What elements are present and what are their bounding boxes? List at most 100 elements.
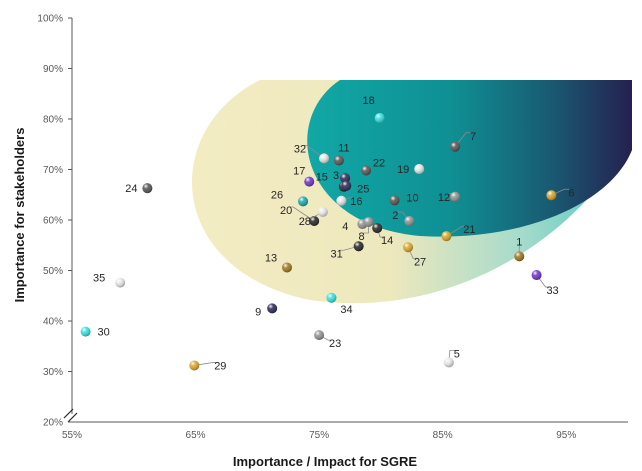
point-shine (267, 303, 278, 314)
y-tick-label: 30% (43, 367, 63, 378)
point-label: 14 (381, 235, 393, 247)
data-point-28: 28 (299, 206, 328, 228)
data-point-19: 19 (397, 163, 425, 176)
data-point-1: 1 (514, 236, 525, 262)
point-shine (317, 206, 328, 217)
data-point-10: 10 (389, 192, 419, 206)
point-shine (546, 190, 557, 201)
point-label: 29 (214, 360, 226, 372)
data-point-31: 31 (331, 241, 364, 260)
point-label: 22 (373, 158, 385, 170)
x-tick-label: 75% (309, 430, 329, 441)
point-label: 19 (397, 164, 409, 176)
x-axis-title: Importance / Impact for SGRE (233, 454, 418, 469)
x-tick-label: 55% (62, 430, 82, 441)
leader-line (446, 225, 468, 237)
point-shine (363, 217, 374, 228)
point-label: 17 (293, 166, 305, 178)
data-point-34: 34 (326, 292, 353, 316)
point-shine (353, 241, 364, 252)
point-label: 26 (271, 189, 283, 201)
point-shine (314, 330, 325, 341)
point-label: 23 (329, 338, 341, 350)
point-label: 30 (97, 327, 109, 339)
point-shine (361, 165, 372, 176)
y-tick-label: 50% (43, 266, 63, 277)
point-label: 12 (438, 192, 450, 204)
point-label: 2 (392, 210, 398, 222)
data-point-21: 21 (441, 224, 475, 242)
data-point-30: 30 (80, 326, 110, 339)
data-point-5: 5 (443, 348, 460, 368)
x-tick-label: 65% (186, 430, 206, 441)
data-point-7: 7 (450, 131, 476, 152)
point-label: 4 (342, 221, 348, 233)
y-tick-labels: 20% 30% 40% 50% 60% 70% 80% 90% 100% (37, 14, 72, 429)
data-point-18: 18 (363, 95, 385, 123)
point-label: 24 (125, 183, 137, 195)
point-shine (404, 216, 415, 227)
data-point-25: 25 (341, 180, 369, 196)
point-shine (189, 360, 200, 371)
point-label: 25 (357, 184, 369, 196)
y-tick-label: 90% (43, 64, 63, 75)
point-label: 11 (338, 142, 349, 154)
y-axis-title: Importance for stakeholders (12, 128, 27, 303)
point-label: 13 (265, 252, 277, 264)
point-shine (340, 173, 351, 184)
point-shine (450, 141, 461, 152)
data-point-16: 16 (336, 195, 362, 208)
point-shine (374, 112, 385, 123)
point-shine (341, 180, 352, 191)
point-shine (319, 153, 330, 164)
point-label: 7 (470, 131, 476, 143)
point-label: 27 (414, 256, 426, 268)
point-shine (450, 191, 461, 202)
point-label: 8 (358, 231, 364, 243)
data-point-23: 23 (314, 330, 341, 350)
point-shine (333, 155, 344, 166)
point-shine (414, 163, 425, 174)
point-shine (115, 277, 126, 288)
data-point-20: 20 (280, 205, 320, 227)
point-shine (80, 326, 91, 337)
point-label: 15 (316, 172, 328, 184)
x-tick-labels: 55% 65% 75% 85% 95% (62, 430, 576, 441)
high-materiality-area (307, 80, 632, 237)
leader-line (194, 362, 219, 366)
point-shine (441, 231, 452, 242)
point-shine (389, 195, 400, 206)
point-shine (336, 195, 347, 206)
point-shine (309, 216, 320, 227)
point-label: 34 (340, 304, 352, 316)
point-label: 33 (546, 285, 558, 297)
data-point-26: 26 (271, 189, 309, 207)
data-point-12: 12 (438, 191, 461, 204)
data-point-35: 35 (93, 273, 126, 288)
data-point-17: 17 (293, 166, 315, 187)
point-label: 28 (299, 216, 311, 228)
point-label: 32 (294, 143, 306, 155)
point-shine (326, 292, 337, 303)
point-shine (372, 223, 383, 234)
data-point-33: 33 (531, 270, 559, 297)
y-tick-label: 20% (43, 418, 63, 429)
point-label: 3 (333, 170, 339, 182)
point-label: 9 (255, 306, 261, 318)
point-shine (531, 270, 542, 281)
y-tick-label: 60% (43, 216, 63, 227)
point-shine (304, 176, 315, 187)
leader-line (288, 206, 315, 222)
leader-line (338, 245, 359, 251)
y-tick-label: 80% (43, 115, 63, 126)
data-point-13: 13 (265, 252, 292, 273)
data-point-3: 3 (333, 170, 351, 184)
point-shine (403, 242, 414, 253)
point-shine (142, 183, 153, 194)
point-label: 31 (331, 248, 343, 260)
axes (63, 18, 628, 423)
data-point-27: 27 (403, 242, 426, 268)
point-shine (281, 262, 292, 273)
